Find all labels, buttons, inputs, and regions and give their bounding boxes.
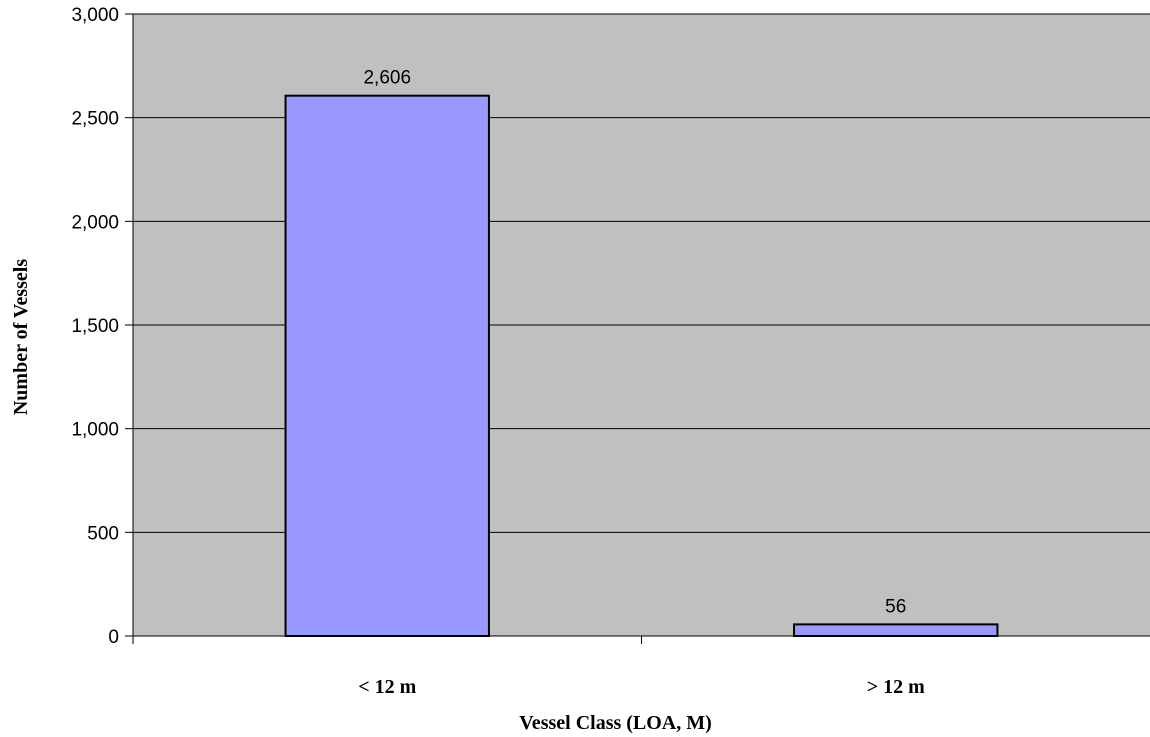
y-tick-label: 3,000 xyxy=(71,5,119,26)
axes xyxy=(125,13,1150,644)
y-tick-label: 1,500 xyxy=(71,316,119,337)
data-label: 56 xyxy=(885,596,906,617)
y-tick-label: 2,000 xyxy=(71,212,119,233)
y-tick-label: 2,500 xyxy=(71,109,119,130)
category-label: > 12 m xyxy=(867,676,925,698)
category-label: < 12 m xyxy=(358,676,416,698)
x-axis-title: Vessel Class (LOA, M) xyxy=(519,712,712,734)
category-labels: < 12 m > 12 m xyxy=(358,676,925,698)
y-tick-label: 0 xyxy=(108,627,119,648)
data-label: 2,606 xyxy=(363,68,411,89)
y-tick-label: 1,000 xyxy=(71,420,119,441)
y-tick-labels: 0 500 1,000 1,500 2,000 2,500 3,000 xyxy=(71,5,119,648)
data-labels: 2,606 56 xyxy=(363,68,906,618)
y-axis-title: Number of Vessels xyxy=(10,259,32,416)
bar xyxy=(793,623,999,638)
y-tick-label: 500 xyxy=(87,523,119,544)
bars xyxy=(284,94,999,638)
bar xyxy=(284,94,490,637)
